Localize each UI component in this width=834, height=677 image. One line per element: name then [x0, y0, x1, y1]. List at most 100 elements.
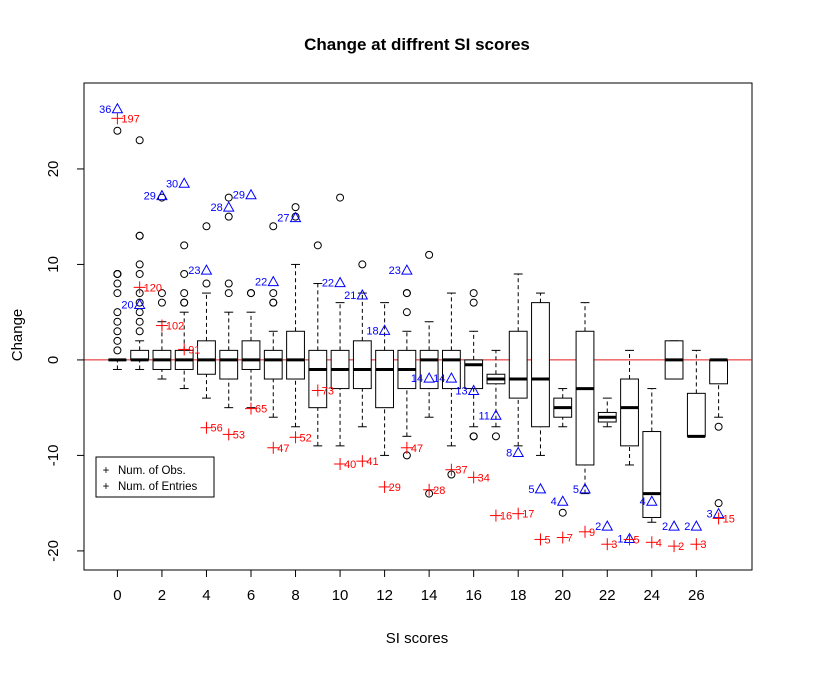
x-tick-label: 0 [113, 587, 121, 604]
entries-label: 197 [121, 113, 139, 125]
outlier-point [181, 270, 188, 277]
y-tick-label: 10 [45, 256, 62, 273]
outlier-point [136, 328, 143, 335]
entries-label: 5 [544, 534, 550, 546]
obs-label: 27 [277, 213, 289, 225]
entries-label: 91 [188, 344, 200, 356]
outlier-point [136, 261, 143, 268]
outlier-point [337, 194, 344, 201]
x-tick-label: 12 [376, 587, 393, 604]
obs-label: 3 [706, 509, 712, 521]
entries-label: 7 [567, 533, 573, 545]
x-tick-label: 14 [421, 587, 438, 604]
iqr-box [687, 393, 705, 436]
entries-label: 37 [455, 465, 467, 477]
outlier-point [225, 290, 232, 297]
iqr-box [220, 350, 238, 379]
box-group-5 [220, 194, 238, 408]
y-axis-label: Change [9, 309, 26, 362]
iqr-box [264, 350, 282, 379]
outlier-point [270, 299, 277, 306]
obs-marker [224, 202, 234, 211]
x-tick-label: 20 [554, 587, 571, 604]
x-tick-label: 4 [202, 587, 210, 604]
obs-label: 22 [255, 277, 267, 289]
entries-label: 3 [700, 539, 706, 551]
iqr-box [710, 360, 728, 384]
obs-label: 22 [322, 278, 334, 290]
outlier-point [114, 290, 121, 297]
obs-label: 23 [389, 265, 401, 277]
y-tick-label: -10 [45, 445, 62, 467]
entries-label: 4 [656, 537, 662, 549]
entries-label: 34 [478, 472, 490, 484]
x-tick-label: 8 [291, 587, 299, 604]
x-tick-label: 18 [510, 587, 527, 604]
outlier-point [559, 509, 566, 516]
obs-marker [535, 484, 545, 493]
entries-label: 41 [366, 456, 378, 468]
x-tick-label: 10 [332, 587, 349, 604]
entries-label: 120 [144, 282, 162, 294]
entries-label: 73 [322, 385, 334, 397]
outlier-point [181, 242, 188, 249]
obs-marker [112, 104, 122, 113]
obs-label: 14 [433, 373, 445, 385]
outlier-point [270, 223, 277, 230]
outlier-point [270, 290, 277, 297]
obs-label: 23 [188, 265, 200, 277]
box-group-9 [309, 242, 327, 446]
outlier-point [114, 280, 121, 287]
entries-label: 47 [277, 443, 289, 455]
legend-label: Num. of Entries [118, 481, 197, 493]
iqr-box [287, 331, 305, 379]
box-group-11 [353, 261, 371, 427]
obs-label: 36 [99, 104, 111, 116]
outlier-point [114, 127, 121, 134]
obs-marker [602, 521, 612, 530]
outlier-point [181, 290, 188, 297]
entries-label: 5 [634, 534, 640, 546]
obs-label: 18 [366, 325, 378, 337]
box-group-18 [509, 274, 527, 446]
obs-marker [691, 521, 701, 530]
box-group-22 [598, 398, 616, 427]
obs-label: 30 [166, 178, 178, 190]
outlier-point [158, 299, 165, 306]
entries-label: 47 [411, 443, 423, 455]
x-tick-label: 2 [158, 587, 166, 604]
y-tick-label: 20 [45, 161, 62, 178]
obs-label: 4 [551, 496, 557, 508]
outlier-point [136, 270, 143, 277]
obs-label: 2 [662, 521, 668, 533]
box-group-7 [264, 223, 282, 417]
iqr-box [576, 331, 594, 465]
outlier-point [225, 194, 232, 201]
entries-label: 15 [723, 513, 735, 525]
x-tick-label: 6 [247, 587, 255, 604]
x-tick-label: 16 [465, 587, 482, 604]
iqr-box [242, 341, 260, 370]
entries-label: 3 [611, 539, 617, 551]
outlier-point [470, 299, 477, 306]
y-tick-label: -20 [45, 540, 62, 562]
iqr-box [309, 350, 327, 407]
iqr-box [621, 379, 639, 446]
entries-label: 29 [389, 482, 401, 494]
obs-marker [513, 448, 523, 457]
obs-label: 11 [479, 410, 490, 422]
iqr-box [532, 303, 550, 427]
obs-marker [402, 265, 412, 274]
obs-marker [201, 265, 211, 274]
obs-marker [669, 521, 679, 530]
legend-symbol: + [103, 481, 110, 493]
outlier-point [114, 318, 121, 325]
outlier-point [136, 318, 143, 325]
outlier-point [181, 299, 188, 306]
entries-label: 28 [433, 485, 445, 497]
obs-marker [179, 178, 189, 187]
outlier-point [225, 280, 232, 287]
box-group-19 [532, 293, 550, 455]
outlier-point [114, 337, 121, 344]
